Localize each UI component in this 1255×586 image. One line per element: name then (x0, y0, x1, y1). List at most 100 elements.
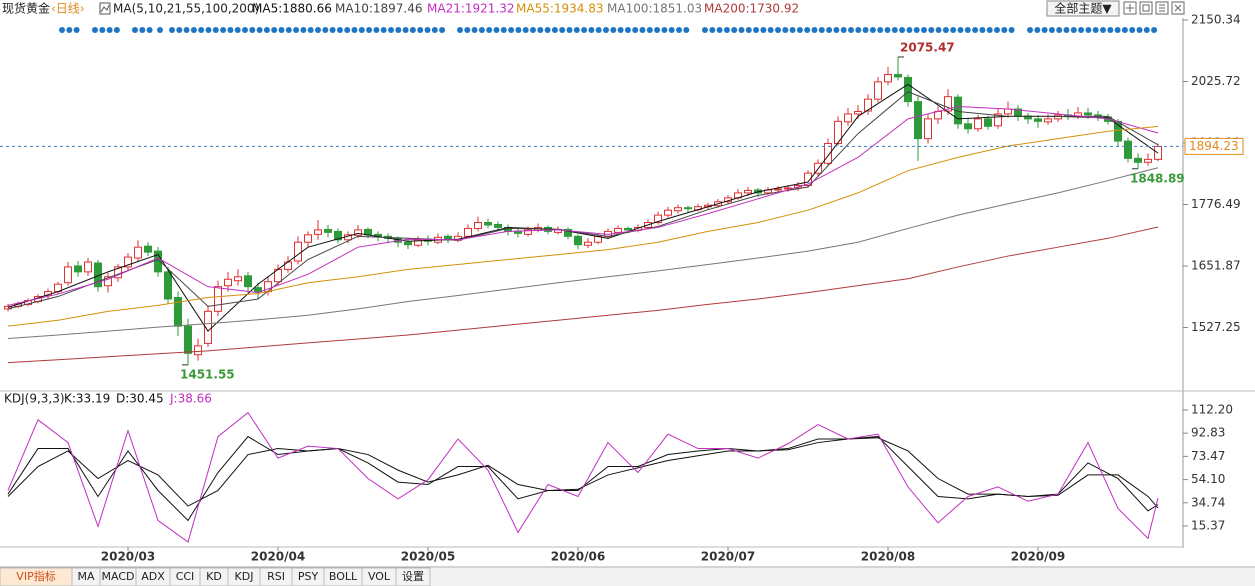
candle-body (1144, 158, 1152, 163)
event-dot (1143, 27, 1150, 33)
candle-body (774, 188, 782, 191)
x-tick-label: 2020/03 (101, 550, 155, 564)
event-dot (1078, 27, 1085, 33)
indicator-tab-label[interactable]: BOLL (329, 570, 358, 583)
candle-body (74, 265, 82, 273)
candle-body (574, 235, 582, 246)
event-dot (424, 27, 431, 33)
candle-body (914, 101, 922, 140)
icon-sub[interactable] (1139, 1, 1153, 15)
event-dot (169, 27, 175, 33)
indicator-tab-label[interactable]: VOL (368, 570, 391, 583)
event-dot (146, 27, 153, 33)
y-tick-label: 1651.87 (1191, 259, 1241, 273)
event-dot (654, 27, 661, 33)
candle-body (624, 227, 632, 231)
event-dot (457, 27, 463, 33)
candle-body (134, 246, 142, 259)
event-dot (205, 27, 212, 33)
y-tick-label: 73.47 (1191, 449, 1225, 463)
x-tick-label: 2020/09 (1011, 550, 1065, 564)
indicator-tab-label[interactable]: ADX (141, 570, 165, 583)
theme-button[interactable] (1046, 0, 1120, 17)
event-dot (921, 27, 927, 33)
event-dot (1151, 27, 1158, 33)
event-dot (249, 27, 256, 33)
event-dot (782, 27, 789, 33)
candle-body (64, 266, 72, 284)
event-dot (1085, 27, 1092, 33)
event-dot (508, 27, 515, 33)
indicator-tab-label[interactable]: RSI (267, 570, 285, 583)
event-dot (157, 27, 163, 33)
event-dot (624, 27, 631, 33)
candle-body (294, 241, 302, 262)
legend-entry: MA55:1934.83 (516, 2, 604, 16)
candle-body (854, 110, 862, 115)
indicator-tab-label[interactable]: VIP指标 (16, 569, 55, 583)
event-dot (818, 27, 825, 33)
event-dot (935, 27, 942, 33)
chart-icon-glyph (100, 4, 110, 13)
event-dot (1008, 27, 1015, 33)
candle-body (1044, 118, 1052, 123)
candle-body (464, 227, 472, 237)
indicator-tab-label[interactable]: KD (206, 570, 222, 583)
period[interactable]: ‹日线› (51, 2, 85, 16)
event-dot (972, 27, 979, 33)
candle-body (524, 229, 532, 235)
event-dot (212, 27, 219, 33)
event-dot (1048, 27, 1055, 33)
candle-body (144, 245, 152, 253)
indicator-tab-label[interactable]: MACD (102, 570, 135, 583)
event-dot (796, 27, 803, 33)
event-dot (877, 27, 884, 33)
event-dot (59, 27, 65, 33)
event-dot (957, 27, 964, 33)
candle-body (364, 228, 372, 236)
candle-body (164, 271, 172, 300)
theme-button-label[interactable]: 全部主题▼ (1054, 1, 1112, 16)
indicator-line (7, 125, 1159, 327)
event-dot (500, 27, 507, 33)
indicator-line (7, 106, 1159, 306)
indicator-line (7, 226, 1159, 364)
low-label: 1451.55 (180, 367, 235, 381)
event-dot (716, 27, 723, 33)
candle-body (964, 123, 972, 130)
candle-body (864, 98, 872, 112)
candle-body (944, 96, 952, 112)
indicator-tab-label[interactable]: MA (77, 570, 94, 583)
x-tick-label: 2020/04 (251, 550, 305, 564)
event-dot (1129, 27, 1136, 33)
indicator-tab-label[interactable]: CCI (176, 570, 195, 583)
indicator-line (7, 435, 1159, 522)
event-dot (307, 27, 314, 33)
event-dot (417, 27, 424, 33)
event-dot (344, 27, 351, 33)
candle-body (1124, 140, 1132, 159)
event-dot (862, 27, 869, 33)
indicator-tab-label[interactable]: KDJ (235, 570, 254, 583)
event-dot (840, 27, 847, 33)
event-dot (1001, 27, 1008, 33)
chart-icon[interactable] (99, 2, 111, 15)
event-dot (293, 27, 300, 33)
indicator-tab-label[interactable]: PSY (298, 570, 319, 583)
candle-body (104, 276, 112, 287)
candle-body (614, 227, 622, 233)
event-dot (315, 27, 321, 33)
event-dot (994, 27, 1000, 33)
ma-title: MA(5,10,21,55,100,200) (113, 2, 259, 16)
indicator-tab[interactable] (395, 567, 431, 586)
event-dot (753, 27, 760, 33)
event-dot (373, 27, 380, 33)
event-dot (198, 27, 205, 33)
event-dot (256, 27, 263, 33)
event-dot (617, 27, 624, 33)
legend-entry: K:33.19 (64, 392, 110, 406)
indicator-tab-label[interactable]: 设置 (402, 570, 424, 583)
event-dot (1041, 27, 1048, 33)
candle-body (214, 286, 222, 312)
